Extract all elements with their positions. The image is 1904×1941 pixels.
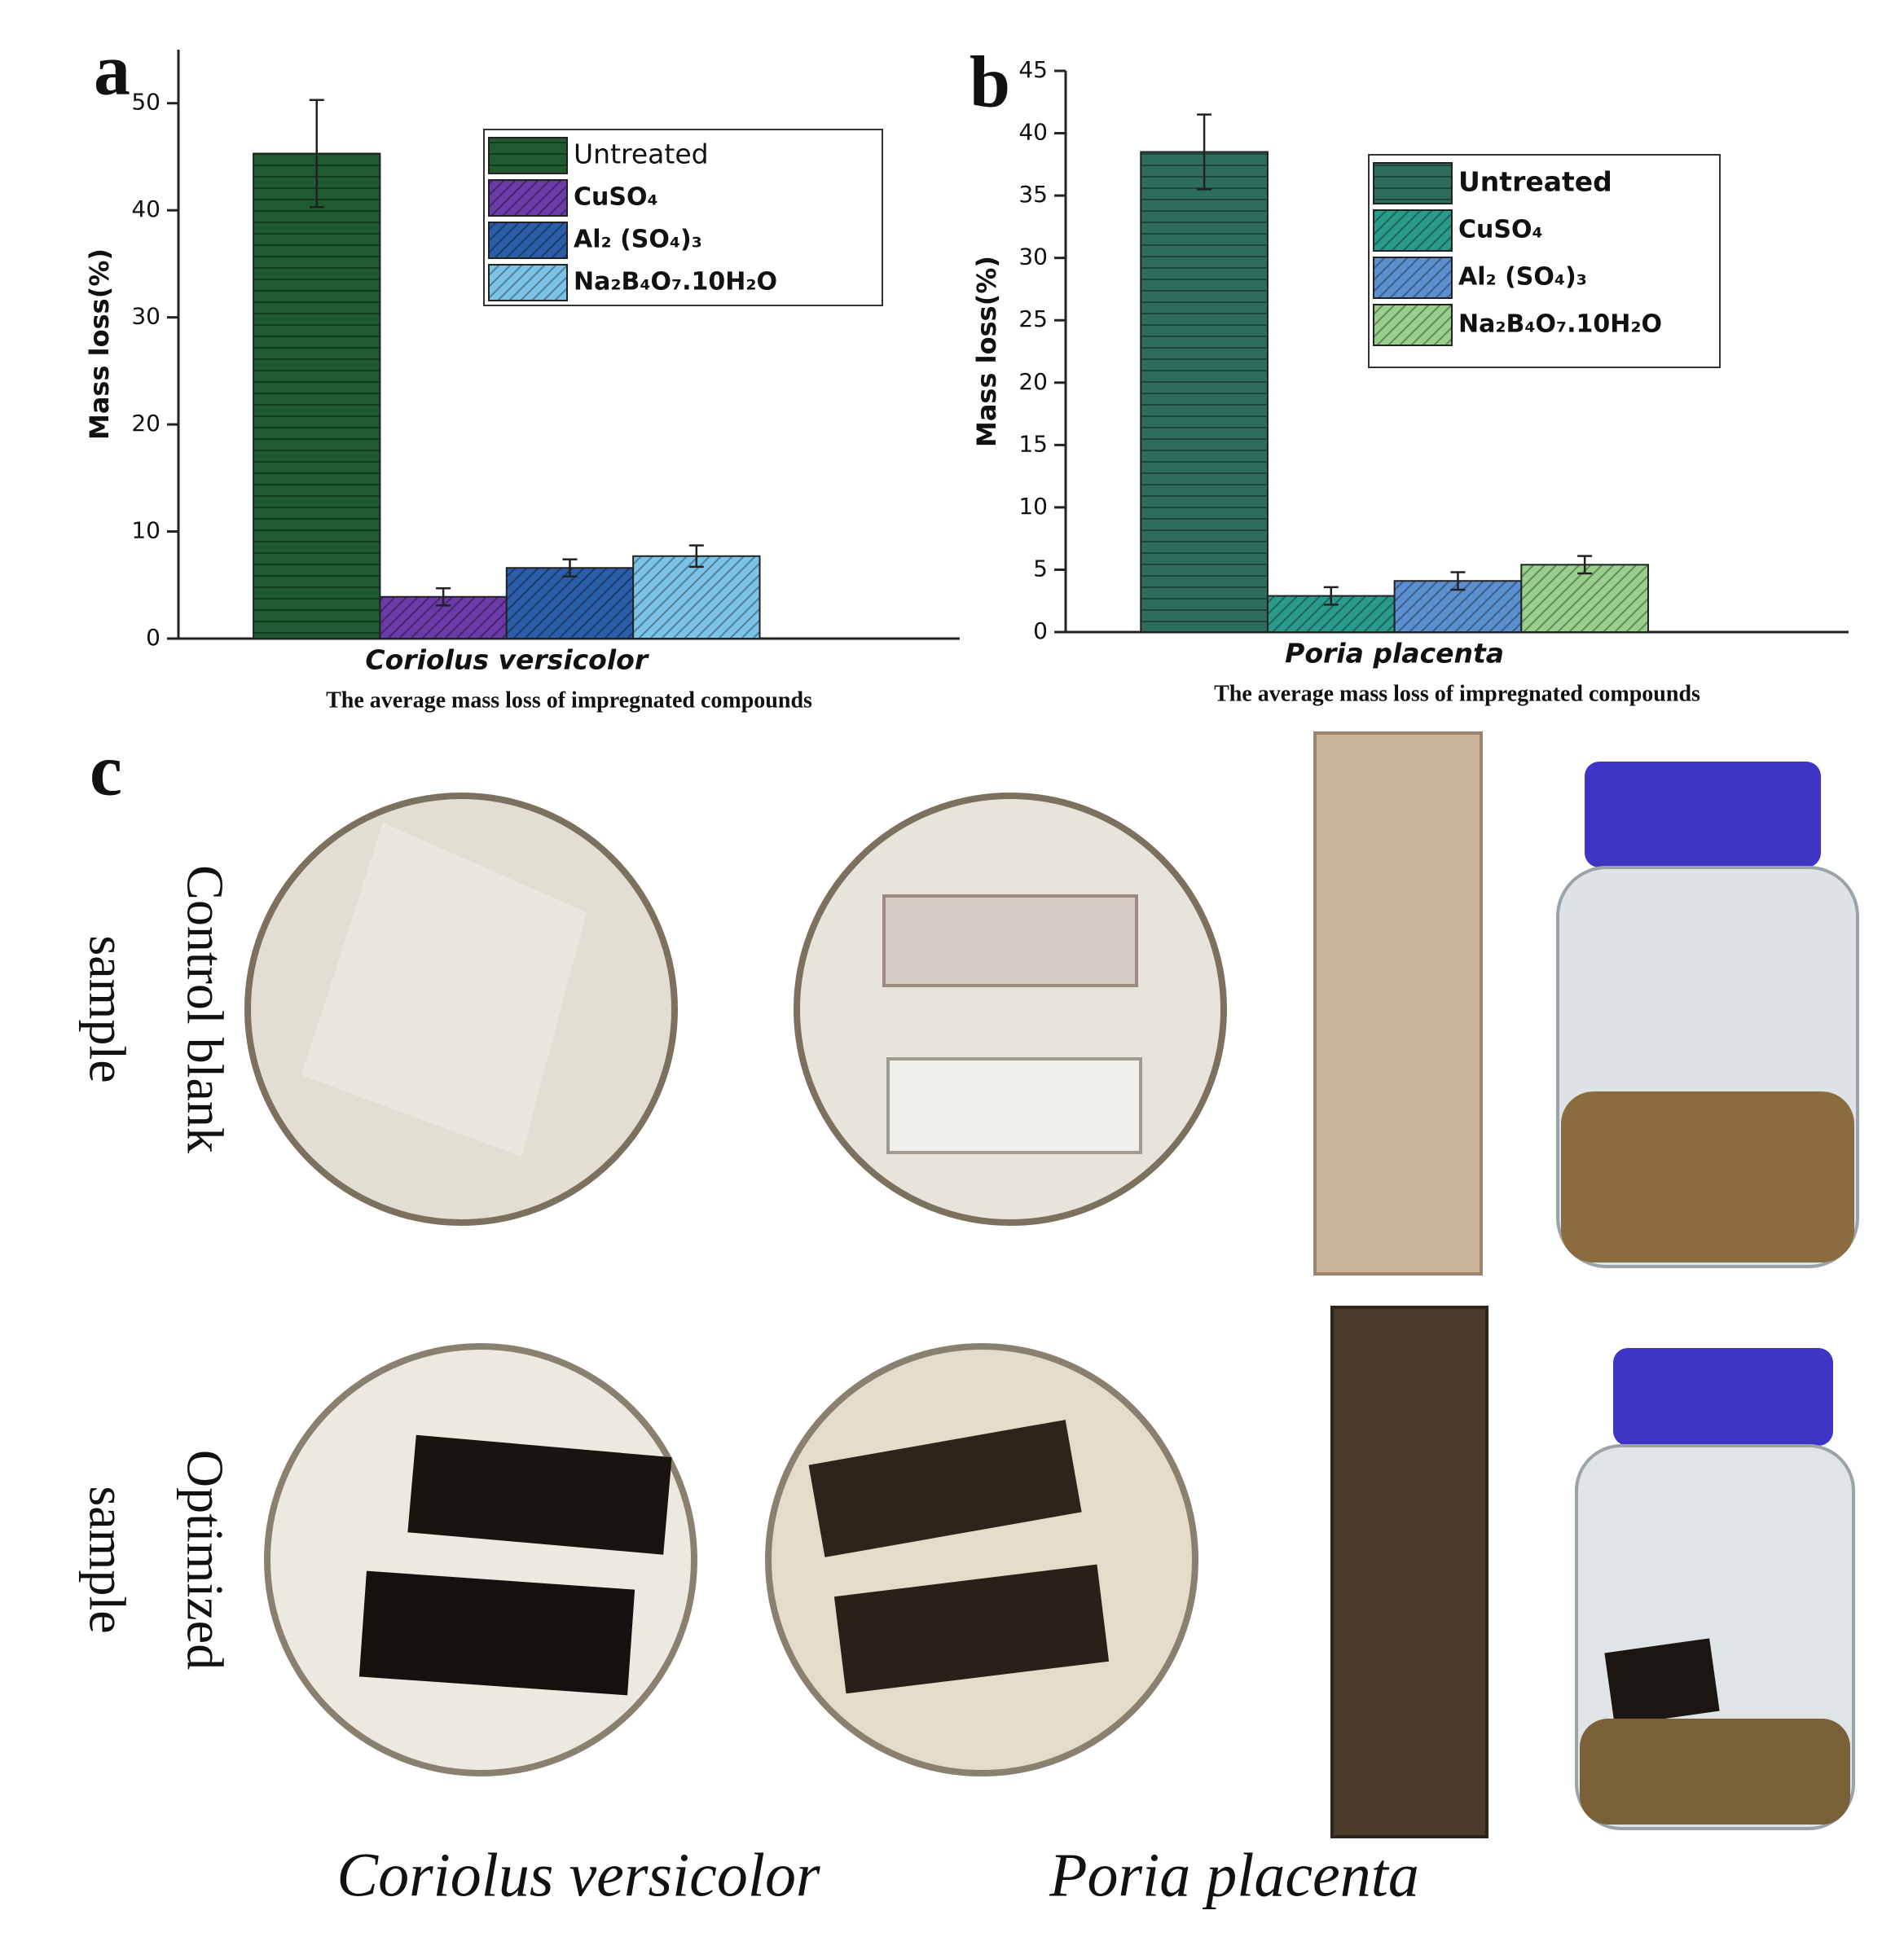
bar — [1140, 151, 1269, 633]
legend-swatch — [1373, 304, 1453, 346]
row-label: sample — [78, 1486, 136, 1633]
legend-label: Na₂B₄O₇.10H₂O — [574, 268, 777, 296]
row-label: Control blank — [176, 865, 234, 1153]
petri-dish — [765, 1343, 1198, 1776]
panel-label: a — [94, 30, 130, 111]
error-bar — [1577, 555, 1593, 575]
legend-swatch — [1373, 257, 1453, 299]
x-axis-label: Poria placenta — [1285, 638, 1504, 670]
y-tick-label: 10 — [131, 517, 160, 544]
legend-label: CuSO₄ — [1458, 216, 1543, 244]
legend-swatch — [1373, 162, 1453, 204]
y-tick-label: 15 — [1018, 430, 1048, 457]
jar-substrate — [1580, 1719, 1850, 1825]
jar-cap — [1613, 1348, 1833, 1446]
error-bar — [309, 99, 324, 209]
legend-swatch — [488, 179, 568, 217]
y-tick-label: 35 — [1018, 181, 1048, 208]
wood-block — [1313, 731, 1483, 1276]
wood-block — [407, 1434, 672, 1555]
petri-dish — [264, 1343, 697, 1776]
legend-swatch — [1373, 209, 1453, 252]
y-tick-label: 40 — [131, 195, 160, 222]
y-tick-label: 0 — [1033, 617, 1048, 644]
wood-block — [882, 894, 1138, 987]
jar-cap — [1585, 762, 1821, 867]
legend-swatch — [488, 137, 568, 174]
bar — [253, 152, 381, 639]
error-bar — [1450, 571, 1466, 591]
error-bar — [1323, 586, 1339, 606]
y-tick-label: 0 — [146, 624, 160, 651]
wood-block — [358, 1570, 635, 1696]
caption: The average mass loss of impregnated com… — [326, 687, 812, 713]
legend-label: Untreated — [574, 138, 709, 170]
legend-label: Al₂ (SO₄)₃ — [1458, 263, 1587, 292]
photo-panel: c Control blank sample Optimized sample … — [78, 731, 1859, 1909]
wood-block — [833, 1564, 1110, 1694]
y-tick-label: 50 — [131, 89, 160, 116]
panel-label: c — [90, 731, 122, 811]
x-axis-label: Coriolus versicolor — [365, 644, 649, 676]
wood-block — [1330, 1306, 1488, 1838]
wood-block — [808, 1420, 1082, 1557]
bar — [1520, 564, 1649, 634]
wood-block — [886, 1057, 1142, 1154]
legend-label: CuSO₄ — [574, 183, 658, 212]
bar — [632, 555, 761, 640]
legend-label: Na₂B₄O₇.10H₂O — [1458, 310, 1662, 339]
jar-substrate — [1561, 1091, 1854, 1263]
y-tick-label: 45 — [1018, 56, 1048, 83]
legend-swatch — [488, 222, 568, 259]
y-tick-label: 25 — [1018, 305, 1048, 332]
y-tick-label: 5 — [1033, 555, 1048, 582]
error-bar — [688, 544, 704, 569]
error-bar — [436, 586, 451, 607]
legend-label: Untreated — [1458, 166, 1612, 198]
column-label: Coriolus versicolor — [336, 1841, 820, 1909]
wood-block — [1604, 1638, 1720, 1726]
y-axis-label: Mass loss(%) — [971, 256, 1002, 447]
y-tick-label: 10 — [1018, 493, 1048, 520]
row-label: Optimized — [176, 1450, 234, 1670]
y-tick-label: 20 — [131, 410, 160, 437]
bar — [505, 567, 635, 639]
column-label: Poria placenta — [1049, 1841, 1419, 1909]
caption: The average mass loss of impregnated com… — [1214, 681, 1700, 706]
mycelium — [301, 823, 587, 1157]
row-label: sample — [78, 935, 136, 1082]
y-tick-label: 30 — [1018, 244, 1048, 270]
petri-dish — [794, 793, 1227, 1226]
y-tick-label: 30 — [131, 303, 160, 330]
error-bar — [1197, 113, 1212, 191]
y-tick-label: 40 — [1018, 119, 1048, 146]
error-bar — [562, 558, 578, 578]
legend-swatch — [488, 264, 568, 301]
y-tick-label: 20 — [1018, 368, 1048, 395]
panel-label: b — [970, 42, 1010, 123]
legend-label: Al₂ (SO₄)₃ — [574, 226, 702, 254]
y-axis-label: Mass loss(%) — [84, 248, 115, 440]
